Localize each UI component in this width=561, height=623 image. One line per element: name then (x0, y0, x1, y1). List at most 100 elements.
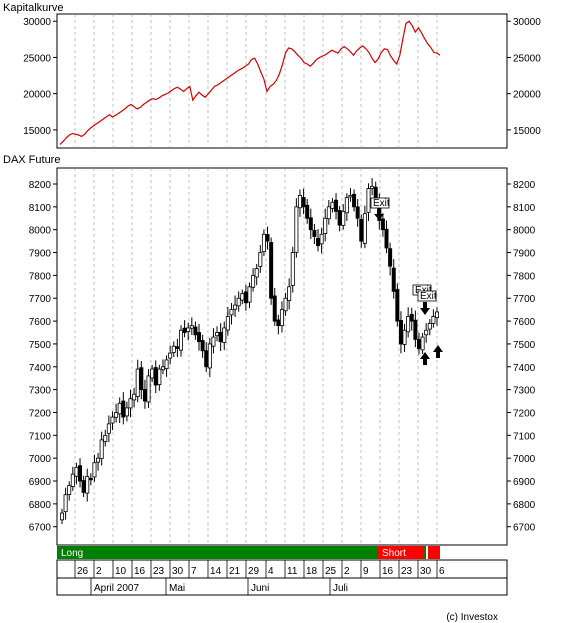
long-band-2 (423, 546, 426, 559)
candle-body (424, 329, 429, 336)
candle-body (186, 327, 191, 332)
credit-text: (c) Investox (446, 612, 498, 623)
signal-band: Long Short (57, 546, 440, 559)
price-tick-label-right: 6700 (513, 523, 536, 534)
candle-body (341, 211, 346, 226)
price-tick-label-left: 7700 (29, 294, 52, 305)
candle-body (416, 339, 421, 349)
equity-tick-label-right: 20000 (513, 90, 541, 101)
day-label: 9 (363, 566, 369, 577)
down-arrow-icon (420, 302, 430, 315)
up-arrow-icon (433, 345, 443, 358)
price-tick-label-right: 7200 (513, 408, 536, 419)
candle-body (150, 368, 155, 379)
day-label: 4 (268, 566, 274, 577)
candle-body (312, 229, 317, 237)
candle-body (67, 485, 72, 495)
dax-future-title: DAX Future (3, 154, 60, 166)
candle-body (308, 217, 313, 231)
candle-body (431, 316, 436, 324)
candle-body (207, 343, 212, 369)
candle-body (330, 201, 335, 209)
candle-body (305, 204, 310, 219)
candle-body (225, 316, 230, 331)
candle-body (92, 462, 97, 478)
price-tick-label-left: 6700 (29, 523, 52, 534)
candle-body (189, 325, 194, 329)
price-tick-label-right: 8100 (513, 203, 536, 214)
candle-body (135, 368, 140, 397)
price-tick-label-right: 7100 (513, 431, 536, 442)
candle-body (362, 213, 367, 244)
candle-body (276, 319, 281, 327)
candle-body (70, 473, 75, 487)
day-label: 16 (134, 566, 146, 577)
candle-body (370, 185, 375, 189)
candle-body (395, 289, 400, 322)
exit-label-1: Exit (373, 198, 390, 209)
candle-body (265, 234, 270, 242)
candle-body (146, 375, 151, 403)
short-band-label: Short (382, 548, 406, 559)
candle-body (359, 219, 364, 242)
candle-body (290, 252, 295, 286)
candle-body (114, 412, 119, 418)
price-tick-label-right: 6800 (513, 500, 536, 511)
equity-grid (74, 14, 438, 148)
candle-body (261, 233, 266, 253)
day-label: 14 (210, 566, 222, 577)
price-tick-label-left: 6800 (29, 500, 52, 511)
equity-tick-label-left: 15000 (23, 126, 51, 137)
price-tick-label-left: 7300 (29, 386, 52, 397)
day-label: 2 (344, 566, 350, 577)
long-band-label: Long (61, 548, 83, 559)
price-tick-label-left: 7200 (29, 408, 52, 419)
candle-body (287, 286, 292, 301)
price-tick-label-left: 7900 (29, 249, 52, 260)
candle-body (103, 434, 108, 442)
candle-body (85, 476, 90, 494)
long-band (57, 546, 378, 559)
price-tick-label-right: 7300 (513, 386, 536, 397)
price-tick-label-right: 6900 (513, 477, 536, 488)
candle-body (229, 309, 234, 316)
candle-body (222, 327, 227, 343)
equity-curve-line (59, 20, 441, 145)
month-label: Juni (251, 583, 269, 594)
candles (60, 178, 439, 524)
equity-tick-label-left: 25000 (23, 53, 51, 64)
candle-body (60, 512, 65, 521)
candle-body (178, 329, 183, 351)
price-tick-label-left: 8000 (29, 226, 52, 237)
exit-marker-3: Exit (417, 290, 437, 315)
candle-body (96, 457, 101, 463)
candle-body (406, 316, 411, 333)
candle-body (319, 233, 324, 245)
day-label: 23 (153, 566, 165, 577)
candle-body (200, 340, 205, 352)
price-tick-label-left: 8100 (29, 203, 52, 214)
day-label: 23 (401, 566, 413, 577)
day-label: 7 (191, 566, 197, 577)
candle-body (157, 368, 162, 386)
candle-body (193, 326, 198, 336)
price-tick-label-left: 7100 (29, 431, 52, 442)
candle-body (384, 228, 389, 249)
candle-body (258, 252, 263, 267)
price-tick-label-right: 7400 (513, 363, 536, 374)
candle-body (218, 331, 223, 343)
candle-body (110, 416, 115, 424)
price-tick-label-left: 7400 (29, 363, 52, 374)
candle-body (337, 210, 342, 226)
month-label: April 2007 (94, 583, 139, 594)
candle-body (269, 242, 274, 299)
candle-body (352, 193, 357, 208)
candle-body (380, 218, 385, 231)
month-label: Mai (169, 583, 185, 594)
candle-body (409, 314, 414, 322)
equity-tick-label-left: 30000 (23, 17, 51, 28)
day-label: 30 (172, 566, 184, 577)
candle-body (215, 332, 220, 337)
candle-body (398, 319, 403, 345)
